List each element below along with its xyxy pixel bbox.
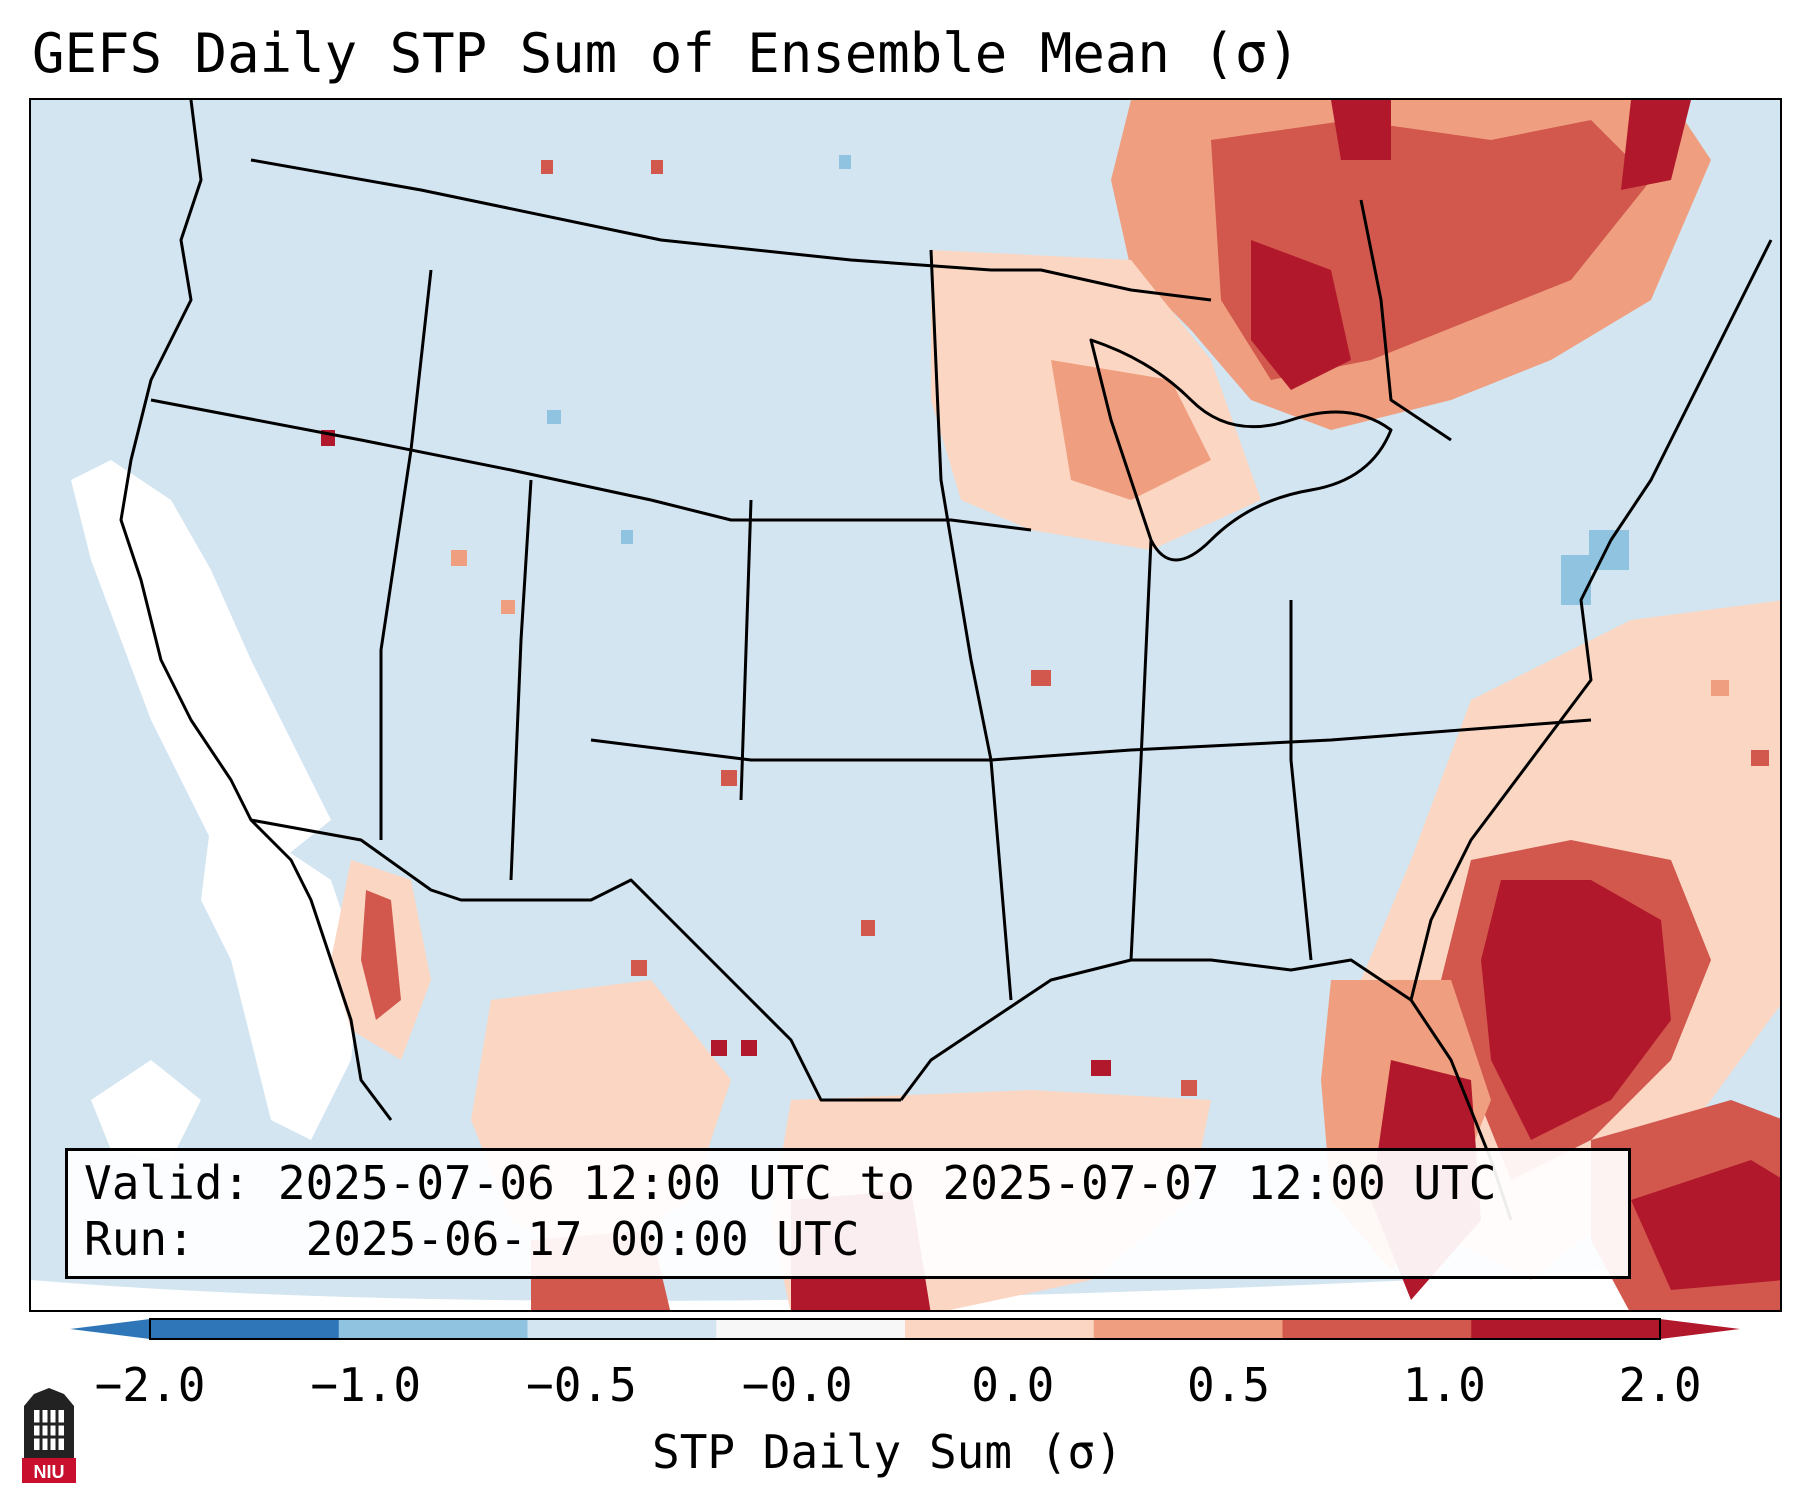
colorbar-segment xyxy=(1471,1319,1661,1339)
colorado-kansas-line xyxy=(739,499,753,801)
niu-logo-icon: NIU xyxy=(22,1388,76,1483)
colorbar-tick-label: 2.0 xyxy=(1618,1358,1702,1412)
southern-belt-line xyxy=(590,718,1592,762)
colorbar-tick-label: −0.5 xyxy=(526,1358,637,1412)
colorbar-tick-label: −2.0 xyxy=(94,1358,206,1412)
georgia-line xyxy=(1289,600,1313,961)
valid-run-info-box: Valid: 2025-07-06 12:00 UTC to 2025-07-0… xyxy=(65,1148,1631,1279)
colorbar-extend-high xyxy=(1660,1319,1740,1339)
colorbar-tick-label: 0.5 xyxy=(1187,1358,1271,1412)
chart-title: GEFS Daily STP Sum of Ensemble Mean (σ) xyxy=(32,22,1300,85)
colorbar xyxy=(70,1318,1740,1340)
run-value: 2025-06-17 00:00 UTC xyxy=(305,1212,860,1266)
colorbar-segment xyxy=(716,1319,906,1339)
plains-line xyxy=(929,249,1013,1001)
colorbar-segment xyxy=(150,1319,340,1339)
map-panel xyxy=(29,98,1782,1312)
nevada-utah-line xyxy=(379,269,433,840)
anomaly-upper-midwest xyxy=(931,250,1261,550)
utah-colorado-line xyxy=(509,479,533,881)
anomaly-great-lakes-canada xyxy=(1111,100,1711,430)
colorbar-tick-label: −1.0 xyxy=(310,1358,422,1412)
colorbar-tick-label: −0.0 xyxy=(741,1358,853,1412)
colorbar-tick-label: 1.0 xyxy=(1402,1358,1486,1412)
colorbar-segment xyxy=(527,1319,717,1339)
mississippi-line xyxy=(1129,539,1153,961)
logo-text: NIU xyxy=(34,1462,65,1482)
colorbar-label: STP Daily Sum (σ) xyxy=(652,1425,1123,1479)
colorbar-segment xyxy=(1093,1319,1283,1339)
colorbar-segment xyxy=(1282,1319,1472,1339)
boundaries xyxy=(119,100,1773,1221)
colorbar-segment xyxy=(338,1319,528,1339)
colorbar-extend-low xyxy=(70,1319,150,1339)
map-svg xyxy=(31,100,1780,1310)
colorbar-segment xyxy=(905,1319,1095,1339)
oregon-idaho-line xyxy=(150,398,652,502)
us-canada-border xyxy=(250,158,1212,302)
neb-sd-line xyxy=(650,498,1032,532)
gulf-coast xyxy=(899,958,1513,1221)
ontario-quebec-line xyxy=(1359,199,1452,442)
us-mexico-border xyxy=(250,818,901,1102)
anomaly-southeast-atlantic xyxy=(1361,600,1780,1310)
valid-value: 2025-07-06 12:00 UTC to 2025-07-07 12:00… xyxy=(277,1156,1497,1210)
west-coast xyxy=(119,100,393,1121)
colorbar-tick-label: 0.0 xyxy=(971,1358,1055,1412)
valid-label: Valid: xyxy=(84,1156,251,1210)
atlantic-coast xyxy=(1409,239,1773,1001)
run-label: Run: xyxy=(84,1212,195,1266)
colorbar-segments xyxy=(150,1319,1661,1339)
